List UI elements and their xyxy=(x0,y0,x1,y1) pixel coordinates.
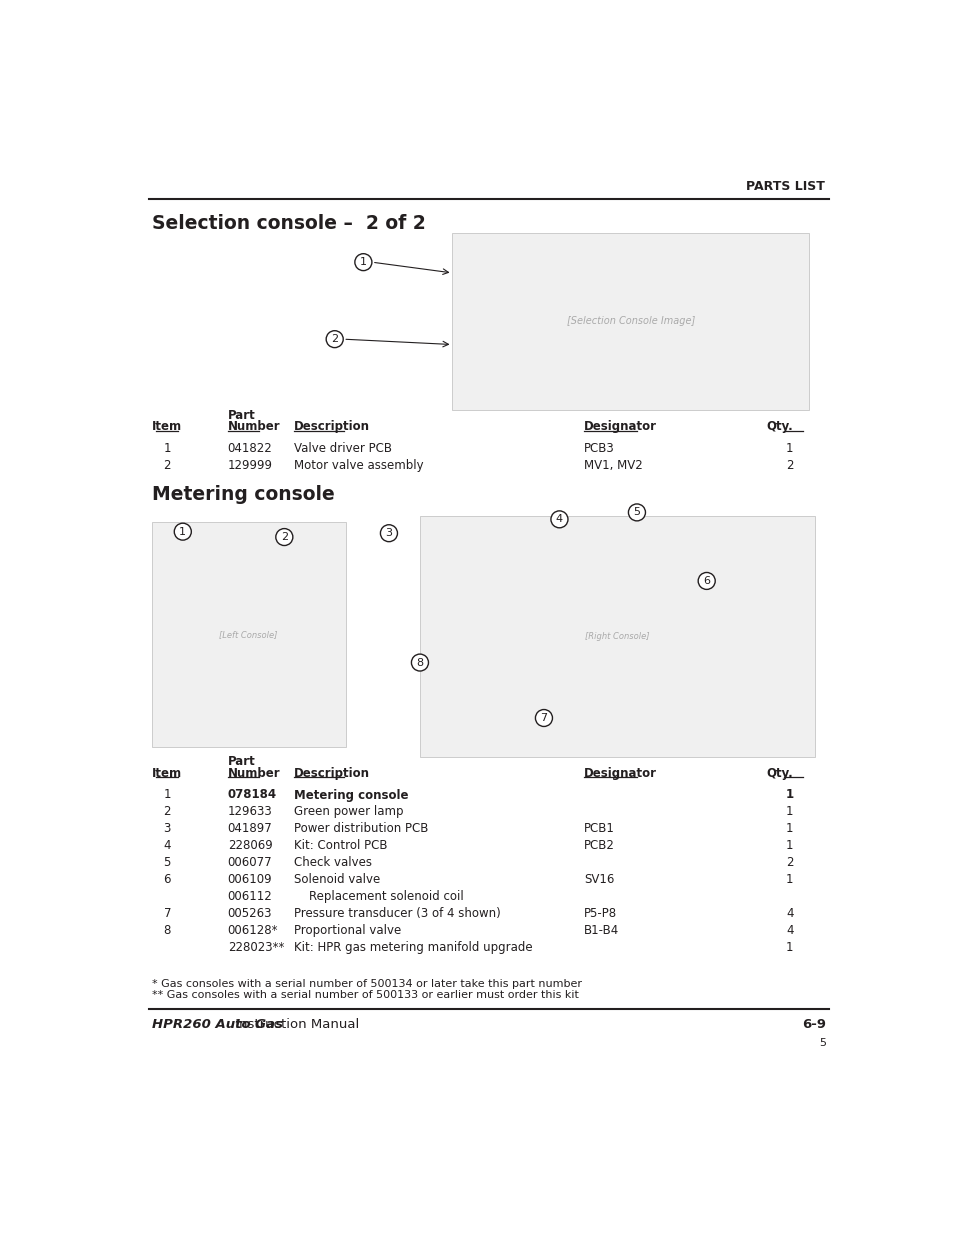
Text: 5: 5 xyxy=(633,508,639,517)
Text: [Right Console]: [Right Console] xyxy=(585,632,649,641)
Text: 2: 2 xyxy=(280,532,288,542)
Text: 1: 1 xyxy=(784,788,793,802)
Text: Replacement solenoid coil: Replacement solenoid coil xyxy=(294,890,463,903)
Text: Qty.: Qty. xyxy=(766,420,793,433)
Text: Item: Item xyxy=(152,420,182,433)
Text: [Selection Console Image]: [Selection Console Image] xyxy=(566,316,694,326)
Text: 1: 1 xyxy=(785,840,793,852)
Text: Kit: HPR gas metering manifold upgrade: Kit: HPR gas metering manifold upgrade xyxy=(294,941,532,953)
Text: [Left Console]: [Left Console] xyxy=(219,630,277,640)
FancyBboxPatch shape xyxy=(419,516,815,757)
Text: 005263: 005263 xyxy=(228,906,272,920)
Text: 006077: 006077 xyxy=(228,856,273,869)
Text: Instruction Manual: Instruction Manual xyxy=(231,1018,358,1031)
Text: 228023**: 228023** xyxy=(228,941,284,953)
Text: 129633: 129633 xyxy=(228,805,273,819)
Text: MV1, MV2: MV1, MV2 xyxy=(583,459,642,472)
FancyBboxPatch shape xyxy=(152,522,345,747)
Circle shape xyxy=(535,710,552,726)
Text: 6: 6 xyxy=(702,576,709,585)
Circle shape xyxy=(628,504,645,521)
Text: Green power lamp: Green power lamp xyxy=(294,805,403,819)
Text: PCB2: PCB2 xyxy=(583,840,615,852)
Text: 1: 1 xyxy=(785,873,793,887)
Text: * Gas consoles with a serial number of 500134 or later take this part number: * Gas consoles with a serial number of 5… xyxy=(152,978,581,989)
Text: Pressure transducer (3 of 4 shown): Pressure transducer (3 of 4 shown) xyxy=(294,906,500,920)
Text: Designator: Designator xyxy=(583,767,657,781)
Text: 2: 2 xyxy=(163,805,171,819)
Text: 1: 1 xyxy=(785,823,793,835)
Text: 4: 4 xyxy=(163,840,171,852)
Text: 2: 2 xyxy=(163,459,171,472)
Text: 006109: 006109 xyxy=(228,873,273,887)
Text: Metering console: Metering console xyxy=(152,485,335,504)
Text: Metering console: Metering console xyxy=(294,788,408,802)
Text: 3: 3 xyxy=(385,529,392,538)
Circle shape xyxy=(698,573,715,589)
Text: 228069: 228069 xyxy=(228,840,273,852)
Circle shape xyxy=(380,525,397,542)
Circle shape xyxy=(411,655,428,671)
Text: 4: 4 xyxy=(556,514,562,525)
Text: 006112: 006112 xyxy=(228,890,273,903)
Text: 8: 8 xyxy=(164,924,171,937)
Text: Number: Number xyxy=(228,767,280,781)
Text: 1: 1 xyxy=(785,805,793,819)
Text: B1-B4: B1-B4 xyxy=(583,924,618,937)
Text: Qty.: Qty. xyxy=(766,767,793,781)
Circle shape xyxy=(275,529,293,546)
Text: Number: Number xyxy=(228,420,280,433)
Text: Proportional valve: Proportional valve xyxy=(294,924,400,937)
Text: 1: 1 xyxy=(359,257,367,267)
Text: Power distribution PCB: Power distribution PCB xyxy=(294,823,428,835)
Text: 3: 3 xyxy=(164,823,171,835)
Text: 7: 7 xyxy=(539,713,547,722)
Text: Description: Description xyxy=(294,420,369,433)
Text: Designator: Designator xyxy=(583,420,657,433)
Text: Valve driver PCB: Valve driver PCB xyxy=(294,442,392,454)
Text: 7: 7 xyxy=(163,906,171,920)
Circle shape xyxy=(174,524,192,540)
Text: Check valves: Check valves xyxy=(294,856,372,869)
Text: PCB3: PCB3 xyxy=(583,442,615,454)
Text: PARTS LIST: PARTS LIST xyxy=(745,180,823,193)
Text: 4: 4 xyxy=(785,906,793,920)
Text: Item: Item xyxy=(152,767,182,781)
Text: P5-P8: P5-P8 xyxy=(583,906,617,920)
Text: 8: 8 xyxy=(416,657,423,668)
Text: Kit: Control PCB: Kit: Control PCB xyxy=(294,840,387,852)
Text: 1: 1 xyxy=(179,526,186,537)
Text: 2: 2 xyxy=(331,335,338,345)
Text: 041897: 041897 xyxy=(228,823,273,835)
Text: Part: Part xyxy=(228,756,255,768)
Text: 1: 1 xyxy=(163,442,171,454)
Text: 2: 2 xyxy=(785,459,793,472)
Text: 1: 1 xyxy=(785,442,793,454)
Text: 5: 5 xyxy=(164,856,171,869)
Text: 041822: 041822 xyxy=(228,442,273,454)
Circle shape xyxy=(355,253,372,270)
Text: 6: 6 xyxy=(163,873,171,887)
Text: Description: Description xyxy=(294,767,369,781)
Text: 5: 5 xyxy=(819,1037,825,1049)
Text: 1: 1 xyxy=(163,788,171,802)
Text: Part: Part xyxy=(228,409,255,422)
Text: 006128*: 006128* xyxy=(228,924,278,937)
Text: Motor valve assembly: Motor valve assembly xyxy=(294,459,423,472)
Text: Selection console –  2 of 2: Selection console – 2 of 2 xyxy=(152,214,425,233)
Text: 4: 4 xyxy=(785,924,793,937)
FancyBboxPatch shape xyxy=(452,233,808,410)
Text: 2: 2 xyxy=(785,856,793,869)
Text: 6-9: 6-9 xyxy=(801,1018,825,1031)
Text: PCB1: PCB1 xyxy=(583,823,615,835)
Text: SV16: SV16 xyxy=(583,873,614,887)
Text: ** Gas consoles with a serial number of 500133 or earlier must order this kit: ** Gas consoles with a serial number of … xyxy=(152,990,578,1000)
Circle shape xyxy=(550,511,567,527)
Text: 1: 1 xyxy=(785,941,793,953)
Text: HPR260 Auto Gas: HPR260 Auto Gas xyxy=(152,1018,282,1031)
Circle shape xyxy=(326,331,343,347)
Text: Solenoid valve: Solenoid valve xyxy=(294,873,379,887)
Text: 078184: 078184 xyxy=(228,788,276,802)
Text: 129999: 129999 xyxy=(228,459,273,472)
